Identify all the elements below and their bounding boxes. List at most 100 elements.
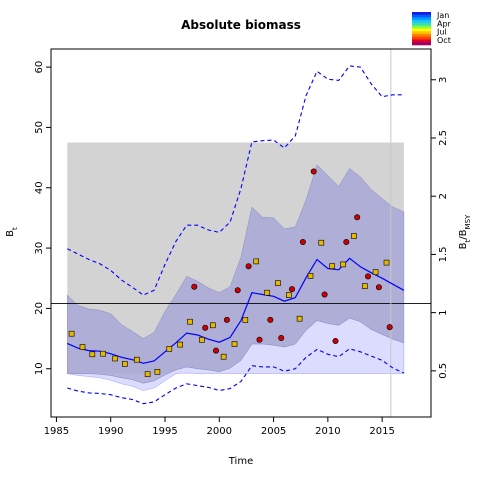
circle-point xyxy=(213,347,220,354)
circle-point xyxy=(343,239,350,246)
plot-frame xyxy=(50,48,432,418)
square-point xyxy=(220,353,227,360)
square-point xyxy=(307,272,314,279)
square-point xyxy=(100,350,106,357)
legend-color-swatch xyxy=(412,20,431,24)
square-point xyxy=(210,322,216,329)
median-biomass-line xyxy=(67,257,405,364)
y-axis-title: Bt xyxy=(5,227,19,237)
square-point xyxy=(351,233,357,239)
circle-point xyxy=(364,273,371,280)
legend-color-swatch xyxy=(412,36,431,40)
circle-point xyxy=(299,239,306,246)
y-tick-label: 50 xyxy=(34,121,45,134)
y-tick-label: 30 xyxy=(34,242,45,255)
circle-observations xyxy=(191,168,393,354)
square-point xyxy=(253,258,259,265)
circle-point xyxy=(332,337,339,344)
x-axis-title: Time xyxy=(228,456,253,467)
circle-point xyxy=(354,214,361,221)
square-point xyxy=(329,263,336,270)
y-tick-label: 10 xyxy=(34,362,45,375)
plot-area xyxy=(51,49,431,417)
y-axis-left: 10 20 30 40 50 60 xyxy=(34,61,51,375)
y-tick-label: 60 xyxy=(34,61,45,74)
circle-point xyxy=(267,316,274,323)
y-tick-label: 20 xyxy=(34,302,45,315)
circle-point xyxy=(386,324,393,331)
y2-tick-label: 1 xyxy=(438,309,449,315)
square-point xyxy=(144,371,151,378)
square-observations xyxy=(68,233,390,378)
circle-point xyxy=(191,283,198,290)
square-point xyxy=(372,269,379,276)
square-point xyxy=(383,259,390,266)
legend-color-swatch xyxy=(412,34,431,38)
square-point xyxy=(340,261,346,268)
y-axis-right: 0.5 1 1.5 2 2.5 3 xyxy=(431,77,449,379)
circle-point xyxy=(245,263,252,270)
square-point xyxy=(134,356,140,363)
square-point xyxy=(242,317,249,323)
y2-tick-label: 0.5 xyxy=(438,363,449,379)
chart-title: Absolute biomass xyxy=(181,18,301,32)
square-point xyxy=(231,341,238,347)
circle-point xyxy=(321,291,328,298)
x-tick-label: 1995 xyxy=(152,426,177,437)
legend-color-swatch xyxy=(412,39,431,43)
dashed-lower-line xyxy=(67,348,405,405)
legend-color-swatch xyxy=(412,12,431,16)
legend-color-swatch xyxy=(412,31,431,35)
legend-color-swatch xyxy=(412,28,431,32)
circle-point xyxy=(223,316,230,323)
legend-color-swatch xyxy=(412,42,431,46)
y2-tick-label: 1.5 xyxy=(438,246,449,262)
square-point xyxy=(275,280,281,286)
legend-label: Jul xyxy=(436,28,447,37)
square-point xyxy=(89,351,96,358)
x-tick-label: 2010 xyxy=(315,426,340,437)
y2-tick-label: 2 xyxy=(438,193,449,199)
square-point xyxy=(296,315,303,322)
y-axis-right-title: Bt/BMSY xyxy=(458,214,472,249)
legend-color-swatch xyxy=(412,25,431,29)
y2-tick-label: 3 xyxy=(438,77,449,83)
x-tick-label: 2000 xyxy=(207,426,232,437)
dashed-upper-line xyxy=(67,65,404,296)
square-point xyxy=(68,330,75,337)
square-point xyxy=(285,292,292,298)
circle-point xyxy=(278,334,285,341)
circle-point xyxy=(234,287,241,294)
circle-point xyxy=(288,286,295,293)
x-tick-label: 2005 xyxy=(261,426,286,437)
legend-label: Apr xyxy=(437,19,452,28)
square-point xyxy=(361,283,368,289)
legend-label: Jan xyxy=(436,11,449,20)
y-tick-label: 40 xyxy=(34,181,45,194)
square-point xyxy=(187,318,193,325)
x-tick-label: 2015 xyxy=(369,426,394,437)
square-point xyxy=(166,345,173,352)
x-axis: 1985 1990 1995 2000 2005 2010 2015 xyxy=(44,417,395,437)
x-tick-label: 1990 xyxy=(98,426,123,437)
square-point xyxy=(122,361,128,367)
x-tick-label: 1985 xyxy=(44,426,69,437)
legend-color-swatch xyxy=(412,14,431,18)
square-point xyxy=(112,355,118,362)
square-point xyxy=(154,368,161,375)
circle-point xyxy=(310,168,317,175)
circle-point xyxy=(375,284,382,291)
circle-point xyxy=(256,336,263,343)
ci-inner-band xyxy=(67,164,405,384)
square-point xyxy=(199,336,205,343)
legend-label: Oct xyxy=(437,36,451,45)
square-point xyxy=(79,344,86,350)
circle-point xyxy=(202,324,209,331)
legend-color-swatch xyxy=(412,17,431,21)
square-point xyxy=(264,289,270,296)
y2-tick-label: 2.5 xyxy=(438,130,449,146)
square-point xyxy=(177,341,183,348)
legend-color-swatch xyxy=(412,23,431,27)
